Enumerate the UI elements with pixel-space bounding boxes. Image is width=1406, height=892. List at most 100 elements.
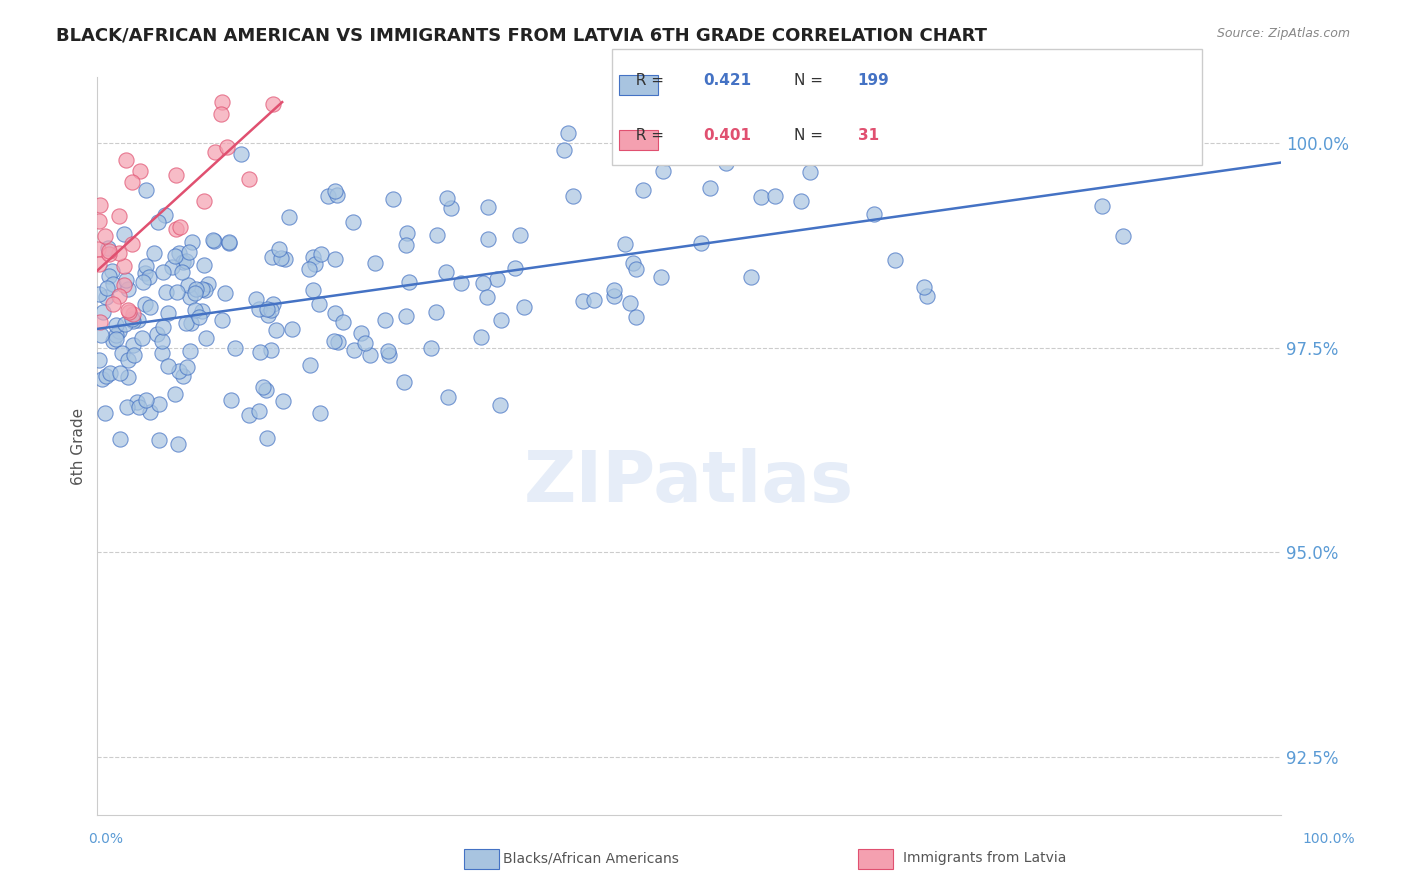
Point	[87, 243, 110, 257]
Point	[98, 367, 121, 381]
Point	[142, 245, 165, 260]
Text: N =: N =	[794, 128, 828, 143]
Point	[562, 188, 585, 202]
Point	[863, 207, 886, 221]
Point	[264, 323, 287, 337]
Point	[131, 331, 153, 345]
Text: 199: 199	[858, 73, 890, 87]
Point	[273, 252, 295, 267]
Text: 31: 31	[858, 128, 879, 143]
Point	[218, 236, 240, 251]
Point	[271, 393, 294, 408]
Point	[281, 322, 304, 336]
Point	[247, 302, 270, 317]
Point	[247, 403, 270, 417]
Point	[148, 434, 170, 448]
Point	[87, 287, 110, 301]
Point	[117, 302, 139, 317]
Point	[104, 318, 127, 333]
Point	[790, 194, 813, 209]
Text: N =: N =	[794, 73, 828, 87]
Point	[382, 192, 405, 206]
Point	[166, 285, 188, 300]
Point	[689, 235, 711, 250]
Point	[651, 163, 673, 178]
Point	[197, 277, 219, 292]
Point	[211, 95, 233, 109]
Point	[256, 431, 278, 445]
Point	[343, 343, 366, 358]
Point	[311, 247, 333, 261]
Text: Immigrants from Latvia: Immigrants from Latvia	[903, 851, 1066, 865]
Point	[323, 252, 346, 267]
Point	[1091, 199, 1114, 213]
Point	[318, 189, 340, 203]
Point	[799, 165, 821, 179]
Point	[553, 143, 575, 157]
Point	[124, 348, 146, 362]
Point	[699, 181, 721, 195]
Point	[104, 328, 127, 343]
Point	[150, 334, 173, 349]
Point	[179, 290, 201, 304]
Point	[184, 303, 207, 318]
Point	[509, 228, 531, 243]
Point	[714, 156, 737, 170]
Point	[354, 335, 377, 350]
Point	[302, 250, 325, 264]
Point	[259, 343, 281, 358]
Point	[169, 220, 191, 235]
Point	[155, 208, 177, 222]
Point	[108, 289, 131, 303]
Point	[202, 235, 225, 249]
Text: Blacks/African Americans: Blacks/African Americans	[502, 851, 679, 865]
Point	[614, 236, 637, 251]
Point	[172, 265, 194, 279]
Point	[87, 352, 110, 367]
Point	[127, 312, 149, 326]
Text: Source: ZipAtlas.com: Source: ZipAtlas.com	[1216, 27, 1350, 40]
Point	[489, 313, 512, 327]
Point	[332, 315, 354, 329]
Point	[115, 400, 138, 414]
Text: R =: R =	[626, 128, 668, 143]
Point	[931, 134, 953, 148]
Point	[96, 369, 118, 384]
Point	[179, 344, 201, 359]
Point	[267, 242, 290, 256]
Point	[218, 235, 240, 250]
Point	[603, 288, 626, 302]
Point	[486, 272, 509, 286]
Point	[176, 360, 198, 375]
Point	[134, 266, 156, 280]
Point	[256, 302, 278, 317]
Point	[121, 237, 143, 252]
Point	[162, 260, 184, 274]
Point	[91, 372, 114, 386]
Point	[117, 370, 139, 384]
Point	[89, 316, 111, 330]
Point	[231, 147, 253, 161]
Point	[419, 341, 441, 355]
Point	[174, 316, 197, 330]
Point	[121, 175, 143, 189]
Point	[350, 326, 373, 340]
Point	[131, 275, 153, 289]
Point	[278, 211, 301, 225]
Point	[436, 390, 458, 404]
Point	[181, 235, 204, 249]
Point	[219, 392, 242, 407]
Point	[155, 285, 177, 299]
Point	[121, 308, 143, 322]
Point	[477, 290, 499, 304]
Point	[323, 305, 346, 319]
Point	[97, 268, 120, 283]
Point	[326, 334, 349, 349]
Point	[298, 261, 321, 276]
Point	[392, 375, 415, 389]
Point	[426, 228, 449, 243]
Point	[167, 436, 190, 450]
Point	[110, 366, 132, 380]
Point	[152, 320, 174, 334]
Point	[377, 344, 399, 359]
